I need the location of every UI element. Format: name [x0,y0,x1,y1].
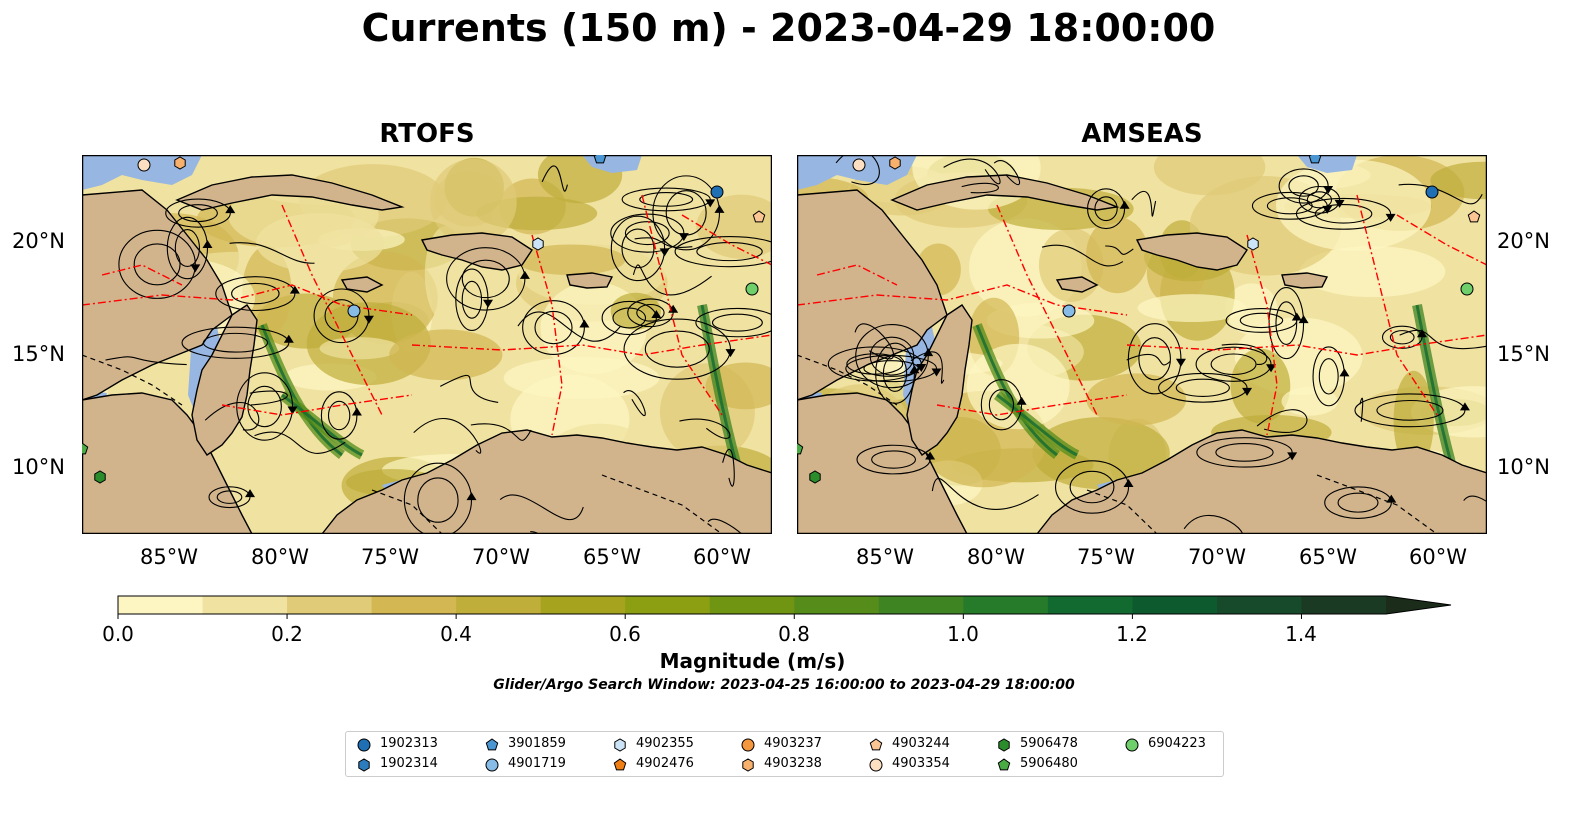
lon-tick-label: 85°W [140,545,198,569]
legend-marker-hexagon [998,738,1010,752]
float-marker-5906480 [797,442,804,455]
lon-tick-label: 85°W [856,545,914,569]
colorbar-segment [456,596,542,614]
float-marker-5906478 [809,470,821,484]
legend-label: 4902476 [636,756,694,771]
lon-tick-label: 60°W [1409,545,1467,569]
panel-title-rtofs: RTOFS [379,119,475,149]
float-marker-4902355 [532,237,544,251]
legend-label: 3901859 [508,736,566,751]
legend-marker-hexagon [614,738,626,752]
colorbar-segment [118,596,204,614]
legend-label: 4903244 [892,736,950,751]
colorbar-segment [1216,596,1302,614]
lon-tick-label: 65°W [583,545,641,569]
float-marker-5906478 [94,470,106,484]
legend-marker-hexagon [358,758,370,772]
float-marker-4903354 [852,158,866,172]
float-marker-4903244 [752,210,766,223]
float-marker-4903238 [889,156,901,170]
legend-label: 4903238 [764,756,822,771]
colorbar-segment [625,596,711,614]
float-marker-6904223 [1460,282,1474,296]
colorbar-tick-label: 0.2 [271,622,303,646]
lon-tick-label: 70°W [472,545,530,569]
float-marker-1902313 [710,185,724,199]
legend-label: 4902355 [636,736,694,751]
lon-tick-label: 80°W [967,545,1025,569]
lat-tick-label: 10°N [1497,455,1550,479]
legend-marker-circle [869,758,883,772]
colorbar-segment [1301,596,1387,614]
float-marker-4902355 [1247,237,1259,251]
legend-marker-circle [485,758,499,772]
colorbar-extend-arrow [1386,596,1451,614]
legend-label: 4901719 [508,756,566,771]
map-canvas [82,155,772,534]
lon-tick-label: 75°W [361,545,419,569]
lat-tick-label: 10°N [12,455,65,479]
float-marker-6904223 [745,282,759,296]
colorbar-segment [287,596,373,614]
float-marker-1902313 [1425,185,1439,199]
amseas-map [797,155,1487,534]
float-marker-5906480 [82,442,89,455]
lon-tick-label: 65°W [1299,545,1357,569]
colorbar-segment [1132,596,1218,614]
colorbar-segment [963,596,1049,614]
legend-marker-pentagon [869,738,883,751]
legend-label: 1902313 [380,736,438,751]
legend-label: 5906478 [1020,736,1078,751]
colorbar-segment [709,596,795,614]
legend-label: 4903237 [764,736,822,751]
lat-tick-label: 20°N [12,229,65,253]
colorbar [117,595,1452,619]
legend-marker-pentagon [485,738,499,751]
legend-marker-pentagon [997,758,1011,771]
float-marker-3901859 [593,155,607,164]
float-marker-4903244 [1467,210,1481,223]
legend-marker-hexagon [742,758,754,772]
lon-tick-label: 70°W [1188,545,1246,569]
colorbar-segment [371,596,457,614]
lat-tick-label: 15°N [1497,342,1550,366]
float-marker-3901859 [1308,155,1322,164]
search-window-text: Glider/Argo Search Window: 2023-04-25 16… [493,677,1075,693]
colorbar-segment [1047,596,1133,614]
legend-marker-circle [741,738,755,752]
colorbar-segment [202,596,288,614]
legend-label: 6904223 [1148,736,1206,751]
figure-title: Currents (150 m) - 2023-04-29 18:00:00 [361,6,1216,50]
float-marker-4901719 [347,304,361,318]
colorbar-tick-label: 0.4 [440,622,472,646]
colorbar-segment [540,596,626,614]
legend-marker-circle [357,738,371,752]
colorbar-segment [794,596,880,614]
legend-marker-circle [1125,738,1139,752]
colorbar-label: Magnitude (m/s) [659,649,846,673]
lat-tick-label: 20°N [1497,229,1550,253]
map-canvas [797,155,1487,534]
legend-label: 1902314 [380,756,438,771]
rtofs-map [82,155,772,534]
float-marker-4903354 [137,158,151,172]
float-marker-4903238 [174,156,186,170]
float-marker-4901719 [1062,304,1076,318]
colorbar-segment [878,596,964,614]
colorbar-tick-label: 0.0 [102,622,134,646]
lat-tick-label: 15°N [12,342,65,366]
lon-tick-label: 75°W [1077,545,1135,569]
colorbar-tick-label: 0.6 [609,622,641,646]
legend-marker-pentagon [613,758,627,771]
colorbar-tick-label: 0.8 [778,622,810,646]
colorbar-tick-label: 1.2 [1116,622,1148,646]
lon-tick-label: 80°W [251,545,309,569]
lon-tick-label: 60°W [693,545,751,569]
colorbar-tick-label: 1.4 [1285,622,1317,646]
legend-label: 5906480 [1020,756,1078,771]
colorbar-tick-label: 1.0 [947,622,979,646]
panel-title-amseas: AMSEAS [1081,119,1203,149]
float-legend: 1902313 1902314 3901859 4901719 4902355 49024… [345,731,1224,777]
legend-label: 4903354 [892,756,950,771]
